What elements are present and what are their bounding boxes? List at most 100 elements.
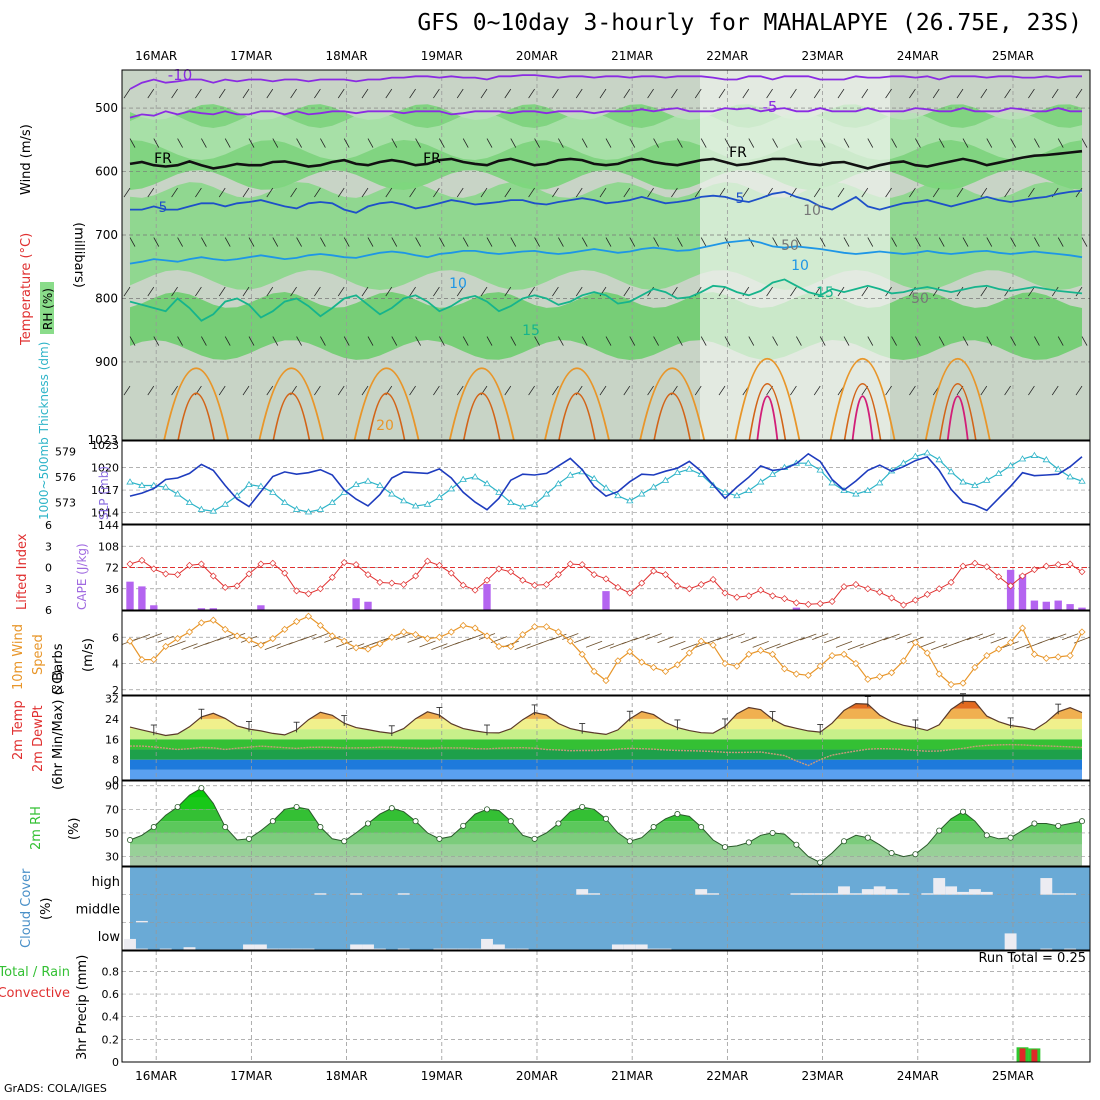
rh-marker	[983, 832, 990, 839]
wind-barb-10m	[514, 643, 531, 651]
wind-barb	[320, 336, 326, 346]
cloud-bar-low	[623, 944, 636, 950]
lifted-index-marker	[281, 569, 289, 577]
rh-marker	[436, 835, 443, 842]
thickness-marker	[745, 486, 753, 494]
wind-speed-marker	[1066, 652, 1074, 660]
temp-legend-0: 2m Temp	[11, 700, 26, 760]
thickness-marker	[566, 471, 575, 478]
rh-band	[130, 182, 1082, 290]
wind-barb-10m	[800, 633, 817, 641]
thickness-marker	[935, 456, 943, 463]
cloud-level-label: middle	[76, 903, 120, 918]
wind-barb	[605, 138, 612, 148]
wind-barb	[1075, 286, 1083, 297]
wind-barb	[677, 336, 683, 346]
wind-barb	[367, 237, 374, 247]
wind-barb	[962, 237, 969, 247]
isotherm-25-cell	[177, 392, 215, 441]
wind-barb	[861, 88, 869, 99]
wind-barb	[623, 187, 631, 198]
wind-barb	[367, 336, 374, 346]
thickness-marker	[542, 490, 551, 497]
lifted-index-marker	[864, 585, 872, 593]
wind-barb	[575, 187, 583, 198]
lifted-index-marker	[435, 561, 443, 569]
cloud-axis-legend: Cloud Cover	[19, 868, 34, 948]
wind-barb	[439, 138, 445, 148]
wind-speed-marker	[733, 662, 741, 670]
date-label-bottom: 21MAR	[611, 1069, 653, 1083]
wind-barb	[986, 336, 993, 346]
wind-speed-marker	[757, 646, 765, 654]
cape-bar	[352, 598, 360, 610]
wind-barb	[272, 336, 279, 346]
lifted-index-marker	[376, 578, 384, 586]
rh-legend: RH (%)	[41, 288, 55, 330]
wind-speed-marker	[304, 612, 313, 620]
cape-bar	[1018, 574, 1027, 610]
isotherm-label: 10	[449, 276, 467, 292]
wind-speed-marker	[519, 631, 527, 639]
wind-barb-10m	[597, 643, 615, 651]
cape-bar	[483, 584, 491, 610]
wind-barb-10m	[716, 633, 734, 641]
wind-barb	[1075, 385, 1083, 396]
cloud-bar-high	[814, 893, 827, 895]
lifted-index-marker	[1078, 568, 1086, 576]
lifted-index-marker	[1054, 561, 1062, 569]
cloud-bar-low	[1004, 933, 1017, 950]
wind-speed-marker	[209, 616, 217, 624]
isotherm-20-cell	[353, 367, 420, 441]
thickness-marker	[507, 498, 515, 506]
date-label-top: 25MAR	[992, 49, 1034, 63]
thickness-marker	[733, 491, 741, 499]
wind-barb	[932, 187, 940, 198]
pressure-tick-label: 800	[95, 291, 118, 305]
wind-speed-marker	[423, 634, 432, 643]
lifted-index-marker	[424, 557, 431, 565]
wind-barb	[938, 336, 945, 346]
wind-speed-marker	[316, 621, 324, 630]
wind-barb	[956, 286, 964, 297]
date-label-bottom: 25MAR	[992, 1069, 1034, 1083]
wind-barb	[861, 286, 869, 297]
isotherm-20-cell	[829, 357, 896, 441]
wind-speed-marker	[340, 637, 348, 645]
wind-speed-marker	[412, 631, 420, 639]
wind-barb	[266, 385, 274, 396]
wind-barb	[385, 88, 393, 99]
date-label-bottom: 20MAR	[516, 1069, 558, 1083]
wind-speed-marker	[162, 642, 170, 651]
wind-speed-marker	[578, 650, 586, 658]
thickness-marker	[685, 465, 694, 472]
wind-barb	[552, 88, 559, 99]
isotherm-25-cell	[462, 392, 501, 441]
wind-barb-10m	[466, 633, 484, 641]
thickness-marker	[673, 468, 682, 476]
wind-barb-10m	[574, 636, 591, 644]
wind-barb	[1028, 385, 1035, 396]
wind-speed-marker	[150, 655, 158, 664]
wind-barb-10m	[823, 636, 841, 644]
cloud-bar-low	[445, 948, 458, 950]
cloud-bar-high	[849, 893, 862, 895]
thickness-marker	[971, 481, 979, 488]
wind-speed-marker	[471, 624, 479, 632]
isotherm-20-cell	[544, 367, 610, 441]
wind-barb-10m	[1061, 633, 1079, 641]
cloud-bar-high	[588, 893, 601, 895]
dewpoint-line	[130, 743, 1083, 767]
thickness-marker	[1018, 455, 1027, 462]
cape-tick-label: 72	[105, 562, 119, 575]
rh-marker	[960, 808, 967, 815]
temp-band	[130, 718, 1082, 730]
wind-barb	[843, 138, 850, 148]
cloud-bar-high	[314, 893, 327, 895]
thickness-marker	[411, 502, 420, 509]
wind-barb-10m	[312, 633, 329, 640]
lifted-index-marker	[685, 585, 693, 593]
wind-barb	[700, 138, 707, 148]
cape-bar	[150, 605, 158, 610]
wind-barb	[391, 237, 398, 247]
